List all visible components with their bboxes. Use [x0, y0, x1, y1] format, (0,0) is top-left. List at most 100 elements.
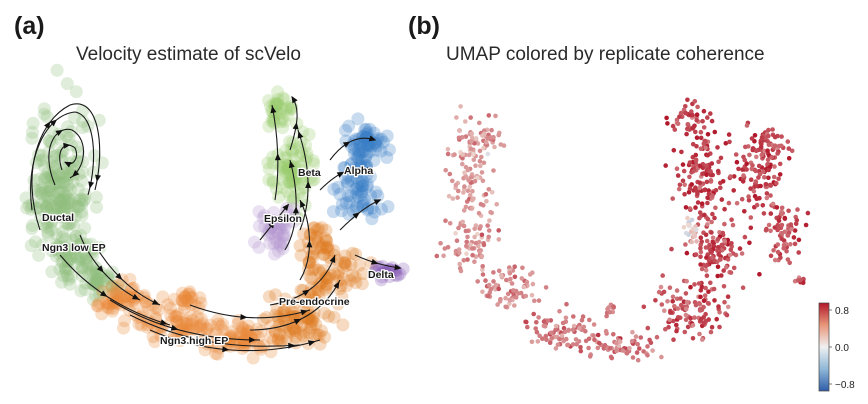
coherence-point — [645, 344, 650, 349]
cell-point — [308, 286, 322, 300]
cell-point — [216, 324, 230, 338]
coherence-point — [486, 228, 492, 233]
cell-point — [354, 188, 368, 202]
cell-point — [331, 180, 345, 194]
coherence-point — [698, 254, 703, 260]
coherence-point — [763, 182, 769, 187]
cell-point — [182, 287, 196, 301]
cell-point — [167, 292, 181, 306]
cell-point — [60, 185, 74, 199]
cell-point — [297, 325, 311, 339]
cell-point — [360, 180, 374, 194]
coherence-point — [744, 161, 749, 166]
coherence-point — [718, 185, 723, 191]
stream-arrowhead — [72, 169, 80, 177]
coherence-point — [496, 132, 502, 138]
cell-point — [310, 223, 324, 237]
cell-point — [171, 328, 185, 342]
cell-point — [267, 97, 281, 110]
cell-point — [69, 209, 83, 223]
cell-point — [380, 129, 394, 143]
cell-point — [283, 324, 297, 338]
cell-point — [139, 295, 153, 309]
cell-point — [146, 330, 160, 344]
cell-point — [300, 150, 314, 164]
cell-point — [88, 149, 101, 163]
cell-point — [95, 307, 109, 321]
cell-point — [50, 63, 64, 77]
coherence-point — [471, 151, 476, 157]
cell-point — [356, 130, 370, 144]
coherence-point — [469, 131, 475, 136]
stream-arrowhead — [95, 174, 101, 183]
cell-point — [350, 166, 364, 180]
cell-point — [262, 225, 276, 239]
cell-point — [337, 256, 351, 270]
coherence-point — [458, 104, 463, 109]
cell-point — [45, 179, 59, 192]
cell-point — [61, 243, 75, 257]
coherence-point — [479, 170, 485, 175]
coherence-point — [703, 245, 709, 250]
coherence-point — [480, 267, 485, 273]
cell-point — [57, 186, 71, 200]
cell-point — [385, 261, 399, 275]
streamline — [59, 144, 78, 171]
cell-point — [52, 240, 66, 254]
coherence-point — [701, 320, 707, 326]
cell-point — [321, 240, 335, 254]
cell-point — [75, 269, 89, 283]
coherence-point — [775, 151, 780, 156]
cell-point — [360, 138, 374, 152]
cell-point — [268, 247, 282, 261]
coherence-point — [480, 272, 486, 277]
coherence-point — [723, 141, 729, 146]
cell-point — [190, 320, 204, 334]
cell-point — [356, 174, 370, 188]
cell-point — [238, 334, 252, 348]
cell-point — [64, 270, 78, 284]
stream-arrowhead — [329, 255, 336, 263]
coherence-point — [752, 133, 758, 138]
cell-point — [381, 264, 394, 278]
coherence-point — [754, 196, 759, 201]
cell-point — [56, 204, 70, 218]
cell-point — [186, 313, 200, 327]
coherence-point — [761, 211, 767, 216]
cell-point — [148, 335, 162, 349]
cell-point — [345, 157, 359, 171]
cell-point — [383, 270, 397, 284]
cell-point — [336, 272, 350, 286]
coherence-point — [708, 111, 713, 116]
cell-point — [261, 228, 275, 242]
coherence-point — [476, 210, 482, 216]
stream-arrowhead — [306, 240, 313, 248]
coherence-point — [637, 346, 642, 351]
stream-arrowhead — [342, 141, 351, 148]
cell-point — [62, 193, 76, 207]
coherence-point — [494, 202, 500, 207]
cell-point — [319, 223, 333, 237]
coherence-point — [497, 299, 503, 304]
cell-point — [376, 267, 390, 280]
stream-arrowhead — [333, 281, 340, 289]
cell-point — [236, 334, 250, 348]
cell-point — [306, 263, 320, 277]
cell-point — [368, 205, 382, 219]
coherence-point — [788, 242, 793, 247]
cell-point — [26, 116, 40, 130]
cell-point — [111, 295, 125, 309]
cell-point — [36, 181, 50, 195]
cell-point — [194, 318, 208, 332]
cell-point — [355, 199, 369, 213]
cell-point — [53, 166, 67, 180]
cell-point — [120, 288, 134, 302]
stream-arrowhead — [292, 206, 299, 214]
cell-point — [85, 265, 99, 278]
cell-point — [116, 291, 130, 305]
coherence-point — [534, 320, 539, 325]
coherence-point — [739, 251, 745, 256]
cell-point — [55, 153, 69, 167]
cell-point — [270, 224, 283, 238]
cell-point — [346, 246, 359, 260]
